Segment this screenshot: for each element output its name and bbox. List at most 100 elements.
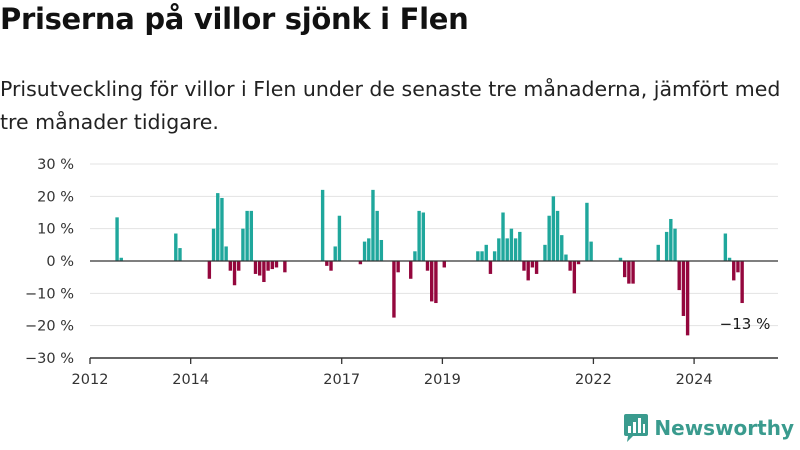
bar xyxy=(518,231,522,261)
bar xyxy=(669,218,673,261)
bar xyxy=(119,257,123,261)
bar xyxy=(245,210,249,261)
bar xyxy=(207,261,212,279)
bar xyxy=(274,261,279,268)
axes: −30 % −20 % −10 % 0 % 10 % 20 % 30 % 2012 2014 20… xyxy=(25,157,778,388)
bar xyxy=(572,261,577,294)
x-tick-label: 2014 xyxy=(172,372,209,388)
bar xyxy=(442,261,446,268)
bar xyxy=(237,261,241,271)
bar xyxy=(488,261,493,274)
bar xyxy=(513,238,518,261)
bar xyxy=(555,210,560,261)
bar xyxy=(551,196,556,261)
bar xyxy=(576,261,581,265)
bar xyxy=(329,261,333,271)
bar xyxy=(283,261,287,273)
bar xyxy=(631,261,635,284)
bar xyxy=(232,261,237,286)
bar xyxy=(681,261,686,316)
bar xyxy=(505,238,509,261)
bar xyxy=(589,241,593,261)
bar xyxy=(266,261,270,271)
bar xyxy=(421,212,426,261)
bar xyxy=(224,246,228,261)
bar xyxy=(258,261,262,276)
bar xyxy=(371,189,375,261)
chart-title: Priserna på villor sjönk i Flen xyxy=(0,2,469,36)
bar xyxy=(333,246,337,261)
bar xyxy=(547,215,551,261)
bar xyxy=(249,210,254,261)
bar xyxy=(241,228,245,261)
bar xyxy=(664,231,669,261)
y-tick-label: 30 % xyxy=(37,157,74,173)
bar xyxy=(685,261,690,336)
x-tick-label: 2017 xyxy=(323,372,360,388)
bar xyxy=(560,235,564,261)
chart-subtitle: Prisutveckling för villor i Flen under d… xyxy=(0,77,781,134)
y-tick-label: −30 % xyxy=(25,351,74,367)
bar xyxy=(392,261,396,318)
bar xyxy=(723,233,728,261)
bar xyxy=(228,261,233,271)
bar xyxy=(618,257,623,261)
bar xyxy=(740,261,744,304)
bar xyxy=(417,210,421,261)
x-tick-label: 2019 xyxy=(424,372,461,388)
y-tick-label: −10 % xyxy=(25,286,74,302)
bar xyxy=(484,244,488,261)
x-tick-label: 2012 xyxy=(72,372,109,388)
bars xyxy=(115,189,744,336)
bar xyxy=(501,212,505,261)
bar xyxy=(358,261,363,265)
bar xyxy=(178,248,182,261)
bar xyxy=(320,189,325,261)
newsworthy-logo-icon xyxy=(624,414,649,442)
gridlines xyxy=(90,163,778,327)
y-tick-label: 20 % xyxy=(37,189,74,205)
bar xyxy=(564,254,568,261)
y-tick-label: −20 % xyxy=(25,319,74,335)
bar xyxy=(396,261,400,273)
bar xyxy=(509,228,514,261)
bar xyxy=(325,261,329,266)
bar xyxy=(568,261,572,271)
brand-name: Newsworthy xyxy=(654,416,794,440)
y-tick-label: 0 % xyxy=(46,254,74,270)
bar xyxy=(337,215,342,261)
bar xyxy=(434,261,438,304)
bar xyxy=(727,257,732,261)
bar xyxy=(375,210,379,261)
last-value-annotation: −13 % xyxy=(720,315,771,333)
bar xyxy=(530,261,535,268)
bar xyxy=(497,238,501,261)
bar xyxy=(534,261,539,274)
bar xyxy=(253,261,258,274)
x-tick-label: 2022 xyxy=(575,372,612,388)
bar xyxy=(362,241,367,261)
bar xyxy=(115,217,119,261)
x-tick-label: 2024 xyxy=(676,372,713,388)
bar xyxy=(543,244,547,261)
bar xyxy=(622,261,627,278)
bar xyxy=(262,261,266,283)
bar xyxy=(526,261,530,281)
bar-chart: −30 % −20 % −10 % 0 % 10 % 20 % 30 % 2012 2014 20… xyxy=(25,157,778,388)
bar xyxy=(174,233,178,261)
bar xyxy=(732,261,736,281)
bar xyxy=(585,202,589,261)
bar xyxy=(677,261,681,291)
bar xyxy=(627,261,631,284)
bar xyxy=(211,228,216,261)
bar xyxy=(409,261,413,279)
brand-logo: Newsworthy xyxy=(624,414,794,442)
bar xyxy=(522,261,526,271)
bar xyxy=(270,261,274,270)
bar xyxy=(656,244,660,261)
bar xyxy=(216,193,220,261)
bar xyxy=(220,197,224,261)
bar xyxy=(673,228,677,261)
bar xyxy=(430,261,434,302)
bar xyxy=(425,261,430,271)
